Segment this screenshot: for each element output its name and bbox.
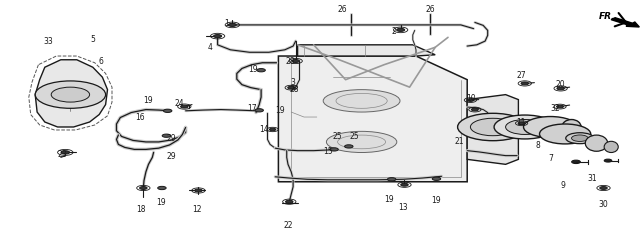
Ellipse shape	[326, 131, 397, 152]
Text: 26: 26	[425, 5, 435, 14]
Circle shape	[540, 124, 591, 144]
Text: 24: 24	[174, 99, 184, 108]
Ellipse shape	[323, 90, 400, 112]
Text: 19: 19	[384, 195, 394, 204]
Ellipse shape	[562, 120, 581, 134]
FancyArrowPatch shape	[615, 13, 626, 26]
Circle shape	[288, 86, 294, 89]
Circle shape	[566, 133, 594, 144]
Text: 28: 28	[289, 85, 298, 94]
Circle shape	[397, 28, 404, 31]
Circle shape	[269, 128, 276, 131]
Text: FR.: FR.	[598, 12, 615, 21]
Circle shape	[157, 186, 166, 190]
Circle shape	[387, 178, 396, 181]
Circle shape	[401, 183, 408, 186]
Circle shape	[557, 105, 563, 108]
Text: 2: 2	[392, 27, 397, 36]
Polygon shape	[278, 56, 467, 182]
Text: 5: 5	[90, 35, 95, 44]
Text: 33: 33	[43, 37, 53, 46]
Circle shape	[330, 148, 339, 151]
Text: 30: 30	[598, 200, 608, 209]
Text: 10: 10	[466, 94, 476, 103]
Circle shape	[458, 113, 528, 141]
Text: 1: 1	[224, 19, 229, 28]
Circle shape	[494, 115, 556, 139]
Circle shape	[521, 82, 529, 85]
Text: 29: 29	[166, 152, 176, 161]
Circle shape	[257, 68, 266, 72]
Circle shape	[163, 109, 172, 113]
Circle shape	[344, 145, 353, 148]
Circle shape	[162, 134, 171, 137]
Circle shape	[140, 187, 147, 189]
Circle shape	[195, 189, 202, 192]
Circle shape	[472, 108, 478, 111]
Text: 13: 13	[398, 203, 408, 212]
Circle shape	[292, 60, 300, 62]
Text: 16: 16	[134, 113, 145, 122]
Text: 27: 27	[516, 71, 526, 80]
Text: 3: 3	[291, 78, 296, 87]
FancyArrow shape	[611, 18, 639, 27]
Polygon shape	[467, 95, 518, 164]
Text: 25: 25	[349, 132, 359, 141]
Circle shape	[572, 160, 580, 164]
Text: 32: 32	[550, 104, 561, 113]
Polygon shape	[35, 60, 108, 127]
Text: 11: 11	[516, 118, 525, 126]
Circle shape	[35, 81, 106, 108]
Circle shape	[470, 118, 515, 136]
Circle shape	[557, 87, 564, 90]
Text: 19: 19	[275, 106, 285, 115]
Text: 21: 21	[455, 137, 464, 146]
Text: 4: 4	[207, 43, 212, 52]
Text: 25: 25	[332, 132, 342, 141]
Text: 7: 7	[548, 154, 553, 163]
Circle shape	[518, 122, 525, 124]
Circle shape	[600, 187, 607, 189]
Circle shape	[524, 117, 577, 137]
Text: 19: 19	[143, 96, 153, 105]
Circle shape	[604, 159, 612, 162]
Circle shape	[61, 151, 70, 154]
Text: 18: 18	[136, 205, 145, 214]
Circle shape	[432, 177, 441, 181]
Circle shape	[467, 99, 474, 101]
Text: 15: 15	[323, 147, 333, 156]
Circle shape	[572, 135, 588, 141]
Text: 6: 6	[99, 57, 104, 65]
Circle shape	[180, 105, 188, 108]
Text: 12: 12	[193, 205, 202, 214]
Text: 9: 9	[560, 181, 565, 190]
Text: 19: 19	[431, 196, 441, 205]
Text: 19: 19	[248, 65, 259, 74]
Circle shape	[255, 109, 264, 112]
Text: 19: 19	[156, 198, 166, 207]
Circle shape	[51, 87, 90, 102]
Circle shape	[285, 200, 293, 203]
Text: 22: 22	[284, 221, 292, 230]
Text: 28: 28	[285, 57, 294, 65]
Text: 26: 26	[337, 5, 348, 14]
Text: 20: 20	[556, 80, 566, 89]
Polygon shape	[298, 45, 435, 56]
Ellipse shape	[604, 141, 618, 152]
Text: 23: 23	[58, 150, 68, 159]
Circle shape	[228, 23, 236, 26]
Ellipse shape	[585, 135, 608, 151]
Text: 8: 8	[535, 141, 540, 150]
Circle shape	[214, 35, 221, 38]
Text: 29: 29	[166, 134, 176, 143]
Text: 14: 14	[259, 125, 269, 134]
Text: 31: 31	[587, 174, 597, 183]
Text: 17: 17	[246, 104, 257, 113]
Circle shape	[506, 120, 544, 134]
